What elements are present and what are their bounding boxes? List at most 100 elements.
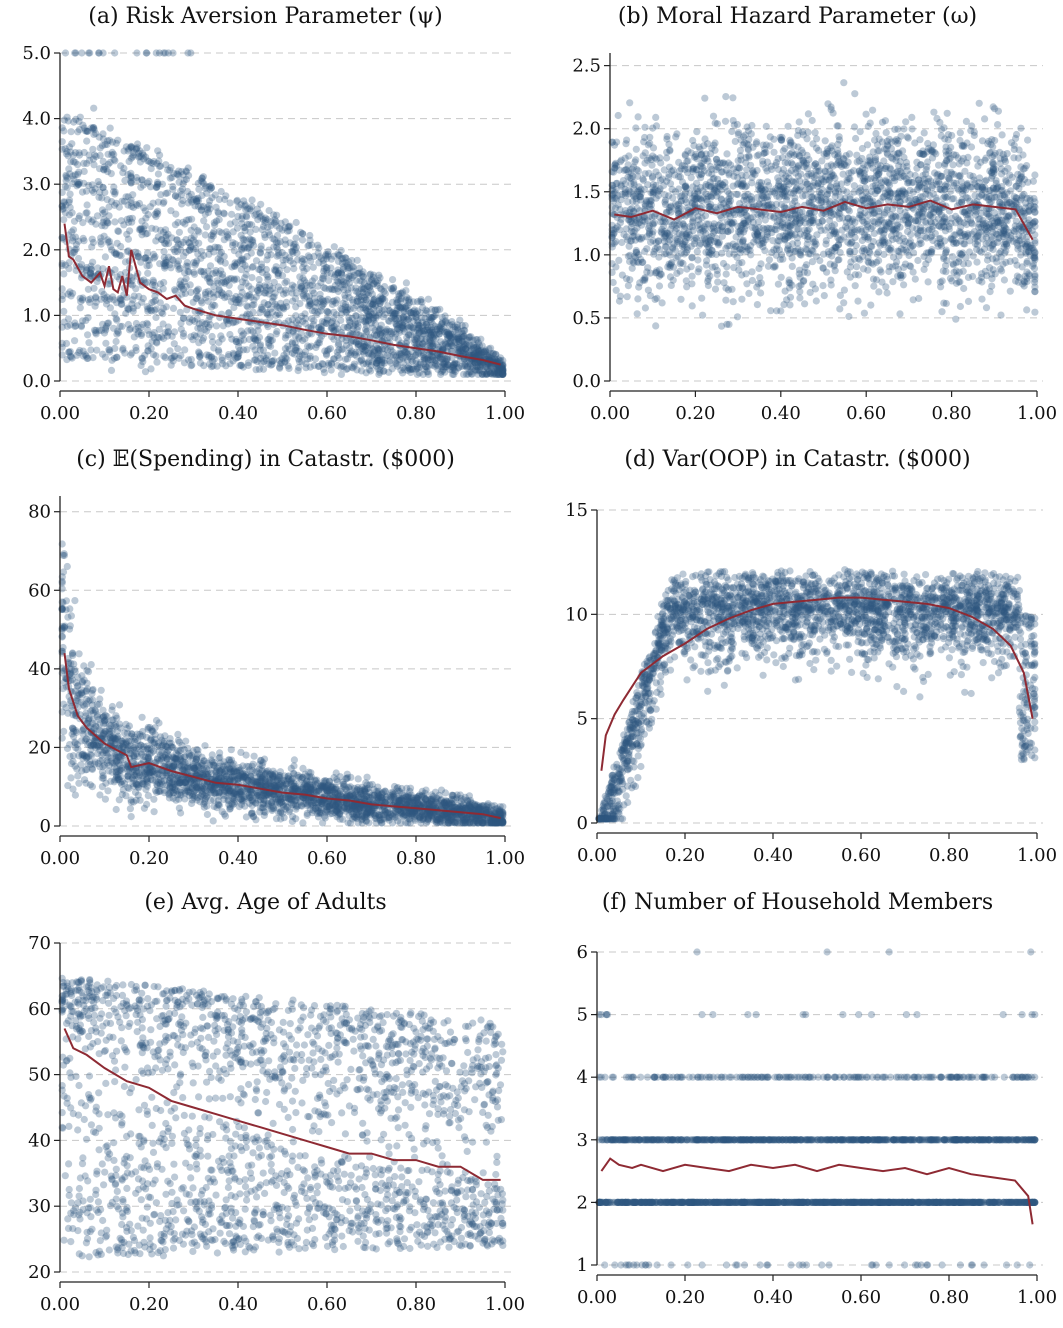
scatter-point [433,306,441,314]
scatter-point [359,273,367,281]
scatter-point [154,210,162,218]
scatter-point [352,284,360,292]
scatter-point [811,129,819,137]
scatter-point [192,245,200,253]
scatter-point [691,192,699,200]
scatter-point [989,159,997,167]
scatter-point [91,151,99,159]
scatter-point [200,334,208,342]
scatter-point [462,362,470,370]
scatter-point [1019,151,1027,159]
scatter-point [162,233,170,241]
scatter-point [684,169,692,177]
scatter-point [908,125,916,133]
scatter-point [182,175,190,184]
scatter-point [328,324,336,332]
scatter-point [360,279,368,287]
scatter-point [74,180,82,188]
scatter-point [926,233,935,241]
scatter-point [454,333,462,342]
scatter-point [288,349,297,357]
scatter-point [362,328,370,336]
scatter-point [60,307,68,315]
scatter-point [763,178,772,186]
scatter-point [186,246,194,254]
scatter-point [362,316,370,324]
scatter-point [224,231,232,239]
scatter-point [104,219,112,227]
scatter-point [147,159,155,167]
scatter-point [473,342,481,350]
chart-svg: 0.01.02.03.04.05.00.00 0.20 0.40 0.60 0.80 1.… [22,43,525,424]
scatter-point [345,258,353,266]
scatter-point [427,331,435,339]
scatter-point [482,370,490,378]
scatter-point [920,129,928,137]
scatter-point [330,252,338,260]
scatter-point [387,328,395,336]
scatter-point [282,354,290,362]
scatter-point [389,276,397,284]
scatter-point [178,168,186,176]
scatter-point [338,255,346,263]
scatter-point [343,323,351,331]
scatter-point [110,183,118,191]
scatter-point [342,254,350,262]
scatter-point [135,199,144,208]
scatter-point [234,299,243,307]
scatter-point [975,220,983,228]
scatter-point [882,129,890,137]
scatter-point [362,322,370,330]
scatter-point [191,317,199,325]
panel-a: (a) Risk Aversion Parameter (ψ) 0.0 1.0 2.… [0,0,531,442]
scatter-point [207,184,216,192]
scatter-point [96,151,104,160]
scatter-point [394,299,402,307]
scatter-point [315,244,323,252]
scatter-point [185,268,193,276]
scatter-point [63,356,71,364]
scatter-point [699,311,707,319]
scatter-point [232,299,240,307]
scatter-point [213,277,221,285]
scatter-point [474,359,482,367]
scatter-point [360,343,368,351]
scatter-point [215,338,223,346]
scatter-point [368,352,376,360]
scatter-point [378,329,386,337]
scatter-point [140,155,148,163]
scatter-point [474,363,482,371]
scatter-point [189,336,197,344]
scatter-point [227,274,235,283]
scatter-point [101,188,109,196]
scatter-point [337,283,345,291]
scatter-point [103,196,111,204]
scatter-point [142,153,150,161]
scatter-point [409,324,417,332]
scatter-point [456,316,464,324]
scatter-point [143,278,151,286]
scatter-point [433,325,441,333]
scatter-point [462,345,470,353]
scatter-point [99,49,107,57]
scatter-point [845,231,853,239]
scatter-point [120,147,128,155]
scatter-point [250,296,258,304]
scatter-point [197,267,205,275]
scatter-point [399,313,408,321]
scatter-point [729,298,737,306]
scatter-point [337,310,345,318]
scatter-point [66,190,74,198]
scatter-point [247,236,255,244]
scatter-point [306,281,314,289]
scatter-point [237,361,245,370]
scatter-point [279,303,287,311]
scatter-point [652,168,660,176]
scatter-point [426,333,434,341]
scatter-point [795,118,803,126]
scatter-point [141,351,149,359]
scatter-point [889,278,897,286]
scatter-point [106,348,114,356]
scatter-point [150,334,158,342]
scatter-point [187,355,195,364]
